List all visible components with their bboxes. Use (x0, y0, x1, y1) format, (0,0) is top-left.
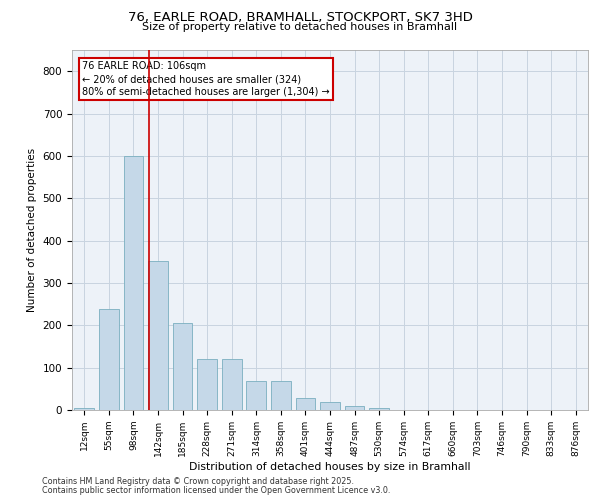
Text: 76, EARLE ROAD, BRAMHALL, STOCKPORT, SK7 3HD: 76, EARLE ROAD, BRAMHALL, STOCKPORT, SK7… (128, 11, 472, 24)
Bar (247, 381, 266, 410)
Bar (271, 381, 290, 410)
Bar (296, 398, 315, 410)
Bar (99, 309, 119, 410)
Bar (173, 323, 193, 410)
Bar (124, 156, 143, 410)
Bar (345, 406, 364, 410)
Bar (370, 408, 389, 410)
Text: Contains public sector information licensed under the Open Government Licence v3: Contains public sector information licen… (42, 486, 391, 495)
Bar (148, 261, 168, 410)
Bar (222, 359, 242, 410)
Y-axis label: Number of detached properties: Number of detached properties (27, 148, 37, 312)
Text: Contains HM Land Registry data © Crown copyright and database right 2025.: Contains HM Land Registry data © Crown c… (42, 477, 354, 486)
Bar (320, 402, 340, 410)
X-axis label: Distribution of detached houses by size in Bramhall: Distribution of detached houses by size … (189, 462, 471, 471)
Bar (197, 359, 217, 410)
Text: Size of property relative to detached houses in Bramhall: Size of property relative to detached ho… (142, 22, 458, 32)
Text: 76 EARLE ROAD: 106sqm
← 20% of detached houses are smaller (324)
80% of semi-det: 76 EARLE ROAD: 106sqm ← 20% of detached … (82, 61, 330, 97)
Bar (74, 408, 94, 410)
